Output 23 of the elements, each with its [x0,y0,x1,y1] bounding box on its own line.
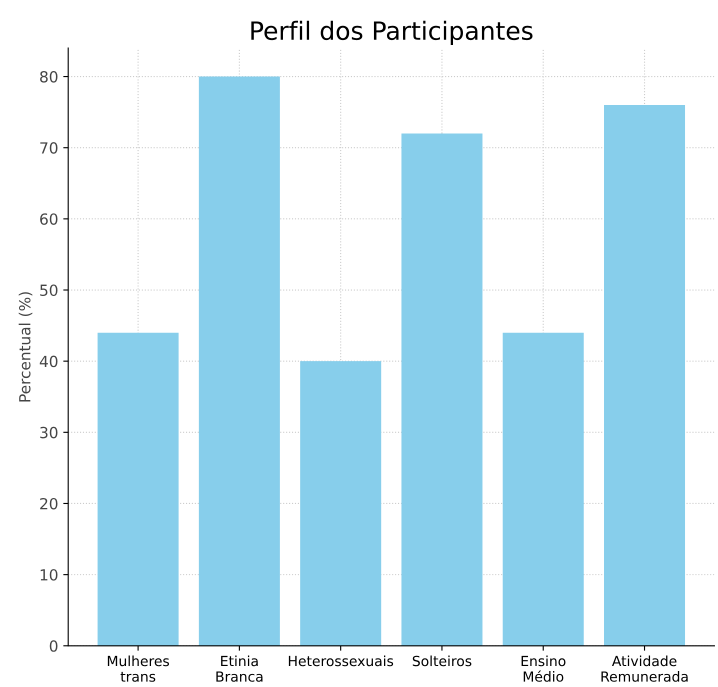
x-tick-label: Atividade Remunerada [601,656,688,682]
x-tick-label: Solteiros [412,656,472,666]
y-tick-label: 10 [40,569,58,581]
chart-title: Perfil dos Participantes [251,20,533,45]
y-tick-label: 20 [40,498,58,510]
y-tick-label: 30 [40,426,58,438]
y-tick-label: 40 [40,356,58,368]
y-tick-label: 0 [50,640,58,652]
x-tick-label: Mulheres trans [108,656,170,682]
bar [98,332,179,646]
y-tick-label: 60 [40,213,58,225]
bar [300,361,382,646]
x-tick-label: Etinia Branca [216,656,262,682]
y-axis-title: Percentual (%) [18,292,32,402]
x-tick-label: Ensino Médio [522,656,566,682]
x-tick-label: Heterossexuais [288,656,394,666]
y-tick-label: 80 [40,71,58,83]
bar [502,332,584,646]
bar [198,76,280,646]
y-tick-label: 70 [40,142,58,154]
bar [401,133,482,646]
bar [604,105,686,646]
y-tick-label: 50 [40,284,58,296]
